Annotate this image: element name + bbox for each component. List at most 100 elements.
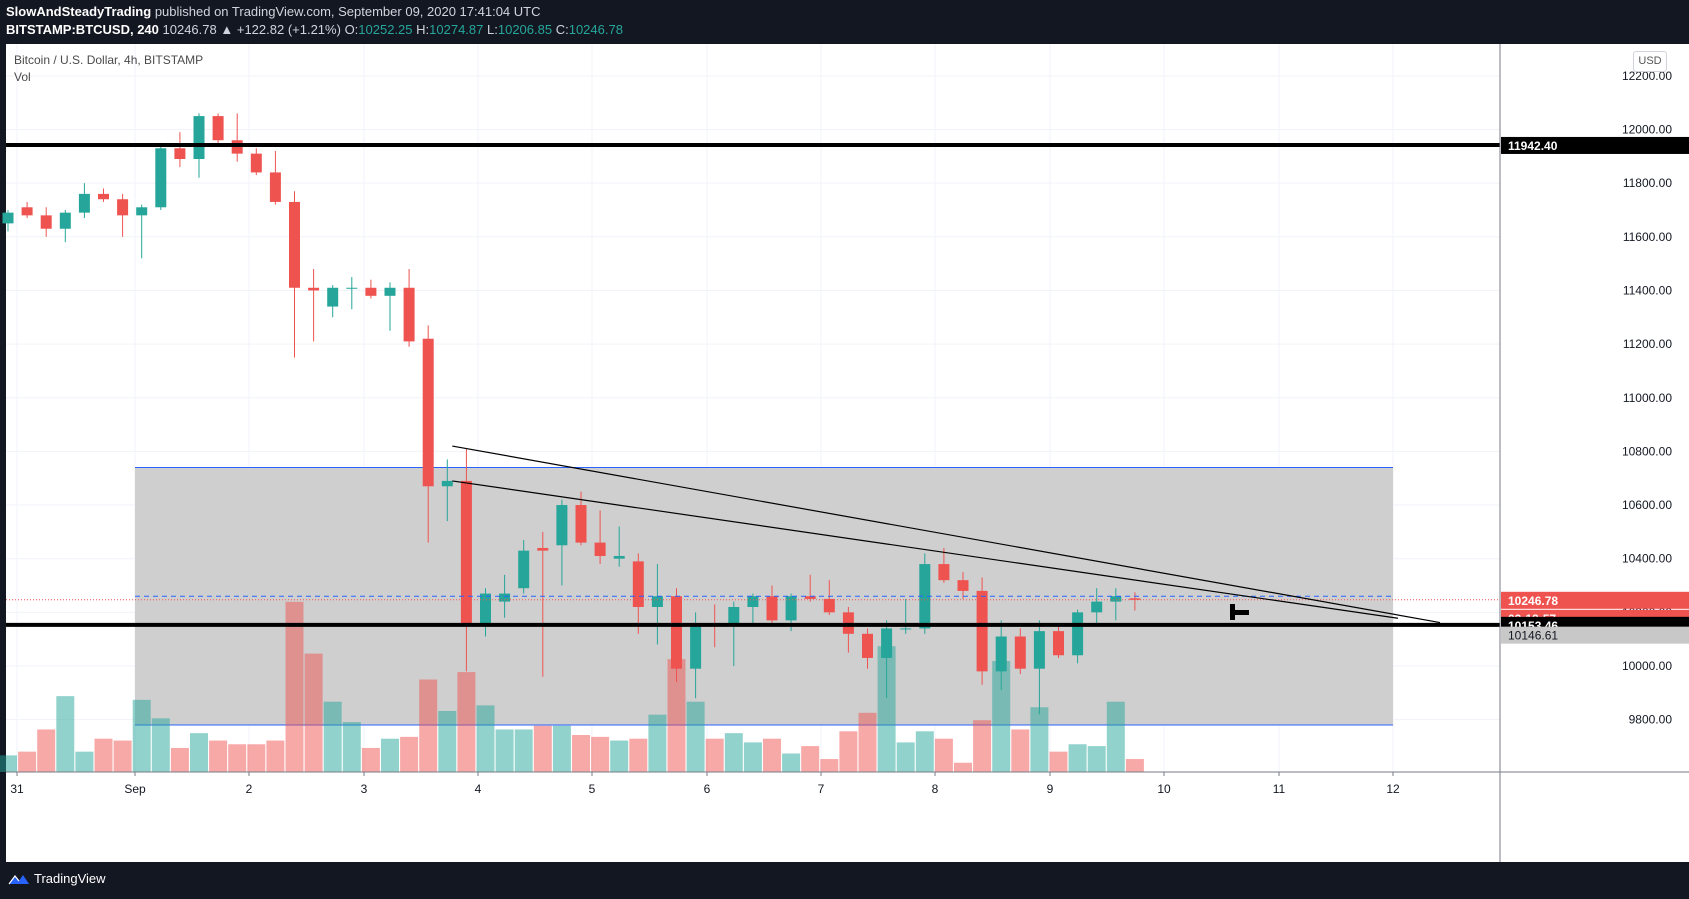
candle-body (327, 287, 339, 307)
currency-button[interactable]: USD (1633, 51, 1667, 72)
x-tick-label: 11 (1273, 782, 1286, 796)
x-tick-label: 10 (1157, 782, 1171, 796)
candle-body (785, 596, 797, 621)
volume-bar (18, 751, 37, 772)
candle-body (499, 593, 511, 602)
price-axis-label: 10146.61 (1508, 629, 1558, 643)
y-tick-label: 12000.00 (1622, 123, 1672, 137)
x-tick-label: 9 (1047, 782, 1054, 796)
candle-body (995, 636, 1007, 672)
candle-body (957, 580, 969, 591)
candle-body (900, 628, 912, 630)
candle-body (346, 287, 358, 289)
volume-bar (438, 710, 457, 772)
volume-bar (228, 744, 247, 772)
candle-body (136, 207, 148, 216)
author-name[interactable]: SlowAndSteadyTrading (6, 4, 152, 19)
candle-body (117, 199, 129, 216)
volume-bar (37, 729, 56, 772)
candle-body (556, 505, 568, 546)
candle-body (728, 606, 740, 626)
open-value: 10252.25 (358, 22, 413, 37)
volume-bar (1106, 701, 1125, 772)
candle-body (537, 547, 549, 551)
volume-bar (266, 740, 285, 772)
candle-body (919, 564, 931, 629)
open-label: O: (344, 22, 359, 37)
price-axis-label-bg (1501, 626, 1689, 644)
candle-body (651, 596, 663, 607)
candle-body (804, 596, 816, 599)
candle-body (747, 596, 759, 607)
candle-body (1014, 636, 1026, 669)
price-axis-label: 10246.78 (1508, 594, 1558, 608)
volume-bar (724, 733, 743, 772)
candle-body (250, 153, 262, 173)
volume-bar (94, 738, 113, 772)
price-change: ▲ +122.82 (+1.21%) (220, 22, 341, 37)
x-tick-label: 5 (589, 782, 596, 796)
volume-bar (361, 747, 380, 772)
volume-bar (533, 725, 552, 772)
volume-bar (763, 738, 781, 772)
volume-bar (132, 699, 151, 772)
candle-body (441, 480, 453, 487)
published-text: published on TradingView.com, September … (154, 4, 541, 19)
close-label: C: (555, 22, 569, 37)
volume-bar (782, 753, 801, 772)
candle-body (518, 550, 530, 589)
volume-bar (381, 738, 399, 772)
hammer-icon (1230, 604, 1235, 620)
candle-body (1033, 631, 1045, 669)
candle-body (193, 116, 205, 160)
volume-bar (552, 725, 571, 772)
hammer-icon (1235, 610, 1249, 615)
footer-bar (0, 863, 1689, 899)
volume-bar (1049, 751, 1068, 772)
candle-body (212, 116, 224, 141)
trendline (452, 445, 1441, 624)
y-tick-label: 11400.00 (1623, 283, 1672, 297)
volume-bar (1030, 707, 1049, 772)
volume-bar (457, 672, 476, 772)
volume-bar (495, 729, 514, 772)
low-value: 10206.85 (497, 22, 553, 37)
candle-body (575, 505, 587, 543)
y-tick-label: 12200.00 (1622, 69, 1672, 83)
y-tick-label: 10400.00 (1622, 552, 1672, 566)
y-tick-label: 11000.00 (1623, 391, 1672, 405)
volume-bar (56, 696, 75, 772)
tradingview-logo-icon[interactable] (8, 872, 30, 888)
y-tick-label: 11600.00 (1623, 230, 1672, 244)
price-axis-label-bg (1501, 136, 1689, 154)
y-tick-label: 11200.00 (1623, 337, 1672, 351)
y-tick-label: 10600.00 (1622, 498, 1672, 512)
candle-body (632, 561, 644, 607)
volume-bar (113, 740, 132, 772)
volume-bar (400, 736, 419, 772)
candle-body (671, 596, 682, 669)
volume-bar (190, 733, 208, 772)
volume-bar (75, 751, 94, 772)
candle-body (460, 480, 472, 624)
x-tick-label: 4 (475, 782, 482, 796)
x-tick-label: 31 (10, 782, 24, 796)
candle-body (1091, 601, 1103, 613)
candle-body (976, 590, 988, 672)
candle-body (1129, 598, 1141, 600)
support-zone (135, 467, 1393, 726)
volume-bar (839, 731, 858, 772)
volume-bar (686, 701, 705, 772)
volume-bar (648, 714, 667, 772)
volume-bar (801, 746, 820, 772)
candle-body (269, 172, 281, 202)
volume-bar (247, 744, 266, 772)
volume-bar (342, 722, 361, 772)
volume-bar (629, 738, 648, 772)
last-price: 10246.78 (162, 22, 217, 37)
candle-body (289, 201, 300, 288)
candle-body (766, 596, 778, 621)
tradingview-brand[interactable]: TradingView (34, 871, 106, 886)
volume-bar (419, 679, 438, 772)
